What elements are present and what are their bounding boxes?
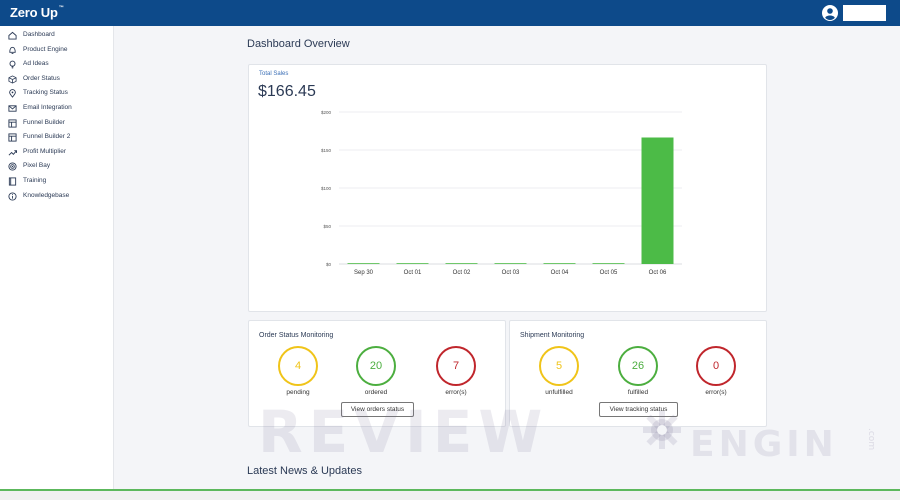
order-status-title: Order Status Monitoring: [259, 332, 334, 339]
user-account-icon[interactable]: [822, 5, 838, 21]
sidebar-item-label: Product Engine: [23, 45, 68, 53]
sidebar-item-label: Training: [23, 177, 47, 184]
ordered-count: 20: [369, 360, 383, 372]
sidebar-item-funnel-builder-2[interactable]: Funnel Builder 2: [0, 131, 113, 145]
ordered-label: ordered: [364, 389, 388, 396]
chart-bar: [494, 263, 527, 264]
sidebar-item-label: Funnel Builder: [23, 118, 65, 126]
shipment-monitoring-title: Shipment Monitoring: [520, 332, 585, 339]
x-tick-label: Oct 04: [551, 270, 569, 276]
lightbulb-icon: [9, 60, 16, 69]
x-tick-label: Sep 30: [354, 270, 374, 276]
x-tick-label: Oct 03: [502, 270, 520, 276]
user-name-redacted[interactable]: [843, 5, 886, 21]
shipment-error-count-circle: 0: [696, 346, 736, 386]
layout-icon: [8, 133, 17, 142]
news-section-title: Latest News & Updates: [247, 465, 362, 477]
order-error-label: error(s): [445, 389, 467, 396]
target-icon: [8, 162, 17, 171]
sidebar-item-label: Order Status: [23, 74, 60, 82]
sidebar-item-dashboard[interactable]: Dashboard: [0, 29, 113, 43]
trending-up-icon: [8, 150, 17, 156]
sidebar-item-tracking-status[interactable]: Tracking Status: [0, 87, 113, 101]
sidebar: Dashboard Product Engine Ad Ideas Order Sta…: [0, 26, 114, 500]
total-sales-label: Total Sales: [259, 71, 289, 77]
fulfilled-count-circle: 26: [618, 346, 658, 386]
x-tick-label: Oct 05: [600, 270, 618, 276]
bell-icon: [9, 46, 16, 54]
unfulfilled-count: 5: [555, 360, 563, 372]
y-tick-label: $150: [321, 148, 332, 153]
sidebar-item-label: Pixel Bay: [23, 162, 51, 170]
chart-bar: [543, 263, 576, 264]
box-icon: [8, 75, 17, 84]
shipment-monitoring-card: Shipment Monitoring 5 26 0 unfulfilled f…: [509, 320, 767, 427]
order-error-count: 7: [452, 360, 460, 372]
y-tick-label: $0: [326, 262, 332, 267]
x-tick-label: Oct 02: [453, 270, 471, 276]
sidebar-item-label: Knowledgebase: [23, 191, 70, 199]
sidebar-item-label: Ad Ideas: [23, 60, 49, 68]
sidebar-item-funnel-builder[interactable]: Funnel Builder: [0, 117, 113, 131]
unfulfilled-label: unfulfilled: [545, 389, 573, 396]
progress-line: [0, 489, 900, 491]
chart-bar: [347, 263, 380, 264]
chart-bar: [396, 263, 429, 264]
y-tick-label: $100: [321, 186, 332, 191]
order-error-count-circle: 7: [436, 346, 476, 386]
total-sales-value: $166.45: [258, 83, 316, 100]
sidebar-item-profit-multiplier[interactable]: Profit Multiplier: [0, 146, 113, 160]
top-bar: Zero Up™: [0, 0, 900, 26]
sidebar-item-pixel-bay[interactable]: Pixel Bay: [0, 160, 113, 174]
chart-bar: [641, 137, 674, 264]
sidebar-item-ad-ideas[interactable]: Ad Ideas: [0, 58, 113, 72]
ordered-count-circle: 20: [356, 346, 396, 386]
sidebar-item-product-engine[interactable]: Product Engine: [0, 44, 113, 58]
book-icon: [8, 177, 17, 186]
sidebar-item-label: Profit Multiplier: [23, 147, 66, 155]
watermark-text-3: .com: [866, 428, 876, 451]
bottom-status-bar: [0, 489, 900, 500]
sidebar-item-label: Dashboard: [23, 31, 55, 38]
x-tick-label: Oct 06: [649, 270, 667, 276]
sidebar-item-label: Email Integration: [23, 104, 72, 111]
sidebar-item-label: Funnel Builder 2: [23, 133, 71, 141]
watermark-gear-icon: [643, 411, 681, 449]
app-logo[interactable]: Zero Up™: [10, 5, 64, 20]
envelope-icon: [8, 105, 17, 112]
layout-icon: [8, 119, 17, 128]
shipment-error-label: error(s): [705, 389, 727, 396]
unfulfilled-count-circle: 5: [539, 346, 579, 386]
y-tick-label: $200: [321, 110, 332, 115]
fulfilled-count: 26: [631, 360, 645, 372]
info-icon: [8, 192, 17, 201]
sidebar-item-label: Tracking Status: [23, 89, 68, 97]
sales-bar-chart: $0 $50 $100 $150 $200 Sep 30 Oct 01 Oct 02 Oct 0…: [321, 110, 682, 276]
x-tick-label: Oct 01: [404, 270, 422, 276]
pending-count: 4: [294, 360, 302, 372]
pending-count-circle: 4: [278, 346, 318, 386]
y-tick-label: $50: [323, 224, 331, 229]
watermark-text: REVIEW: [258, 398, 549, 466]
order-status-card: Order Status Monitoring 4 20 7 pending o…: [248, 320, 506, 427]
home-icon: [8, 31, 17, 40]
watermark-text-2: ENGIN: [690, 424, 838, 465]
chart-bar: [592, 263, 625, 264]
pending-label: pending: [286, 389, 310, 396]
sidebar-item-order-status[interactable]: Order Status: [0, 73, 113, 87]
sidebar-item-email-integration[interactable]: Email Integration: [0, 102, 113, 116]
fulfilled-label: fulfilled: [627, 389, 649, 396]
sidebar-item-knowledgebase[interactable]: Knowledgebase: [0, 190, 113, 204]
view-tracking-status-button[interactable]: View tracking status: [599, 402, 678, 417]
sidebar-item-training[interactable]: Training: [0, 175, 113, 189]
chart-bar: [445, 263, 478, 264]
shipment-error-count: 0: [712, 360, 720, 372]
view-orders-status-button[interactable]: View orders status: [341, 402, 414, 417]
location-pin-icon: [9, 89, 16, 99]
total-sales-card: Total Sales $166.45 $0 $50 $100 $150 $200 Sep…: [248, 64, 767, 312]
page-title: Dashboard Overview: [247, 38, 350, 50]
